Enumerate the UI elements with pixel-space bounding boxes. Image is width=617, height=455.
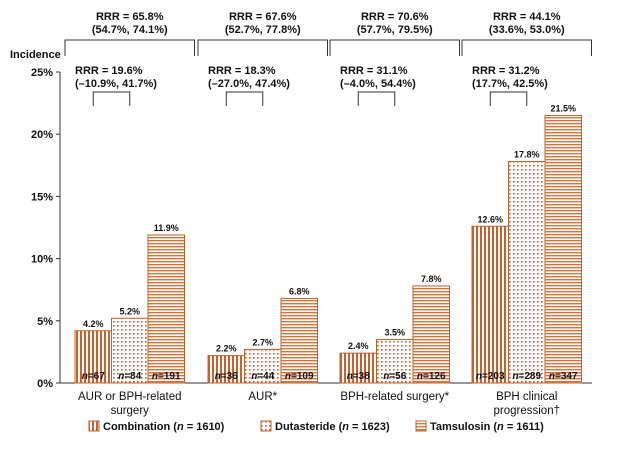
outer-rrr-label: RRR = 70.6% <box>361 11 429 23</box>
legend-swatch-dutasteride <box>260 420 272 432</box>
legend-label-combination: Combination (n = 1610) <box>103 421 225 433</box>
bar-value-label: 2.4% <box>348 341 369 351</box>
inner-rrr-ci: (–4.0%, 54.4%) <box>340 78 416 90</box>
inner-rrr-label: RRR = 19.6% <box>75 65 143 77</box>
inner-rrr-ci: (–10.9%, 41.7%) <box>75 78 157 90</box>
x-category-label: AUR or BPH-related <box>78 391 182 403</box>
bar-tamsulosin-1 <box>280 297 318 384</box>
bar-value-label: 2.7% <box>252 337 273 347</box>
bar-dutasteride-2 <box>376 338 414 384</box>
bar-n-label: n=347 <box>549 371 578 382</box>
bar-n-label: n=38 <box>347 371 371 382</box>
bar-n-label: n=203 <box>476 371 505 382</box>
bar-n-label: n=126 <box>417 371 446 382</box>
bar-n-label: n=191 <box>152 371 181 382</box>
y-tick-label: 15% <box>31 191 53 203</box>
outer-rrr-ci: (52.7%, 77.8%) <box>225 24 301 36</box>
bar-n-label: n=109 <box>285 371 314 382</box>
rrr-brackets: RRR = 65.8%(54.7%, 74.1%) RRR = 19.6%(–10… <box>64 11 592 106</box>
outer-rrr-ci: (33.6%, 53.0%) <box>489 24 565 36</box>
outer-rrr-label: RRR = 65.8% <box>96 11 164 23</box>
inner-rrr-bracket <box>357 91 396 106</box>
outer-rrr-ci: (57.7%, 79.5%) <box>357 24 433 36</box>
x-category-label: AUR* <box>248 391 277 403</box>
inner-rrr-bracket <box>92 91 131 106</box>
bar-value-label: 5.2% <box>119 306 140 316</box>
bar-n-label: n=44 <box>251 371 275 382</box>
outer-rrr-label: RRR = 67.6% <box>229 11 297 23</box>
bar-n-label: n=289 <box>512 371 541 382</box>
outer-rrr-bracket <box>329 39 460 56</box>
legend-swatch-combination <box>88 420 100 432</box>
inner-rrr-label: RRR = 31.1% <box>340 65 408 77</box>
bar-value-label: 11.9% <box>154 223 179 233</box>
outer-rrr-bracket <box>461 39 592 56</box>
y-tick-label: 5% <box>37 316 53 328</box>
bar-value-label: 17.8% <box>514 150 540 160</box>
bar-value-label: 12.6% <box>477 214 503 224</box>
outer-rrr-label: RRR = 44.1% <box>493 11 561 23</box>
bar-combination-1 <box>207 355 245 384</box>
x-category-label: surgery <box>111 405 150 417</box>
x-category-label: progression† <box>494 405 560 417</box>
bar-dutasteride-1 <box>244 348 282 384</box>
bar-combination-3 <box>471 225 509 384</box>
inner-rrr-bracket <box>489 91 528 106</box>
bar-n-label: n=56 <box>383 371 407 382</box>
outer-rrr-ci: (54.7%, 74.1%) <box>92 24 168 36</box>
bar-value-label: 7.8% <box>421 274 442 284</box>
bar-n-label: n=84 <box>118 371 142 382</box>
x-category-label: BPH-related surgery* <box>340 391 449 403</box>
bar-value-label: 3.5% <box>384 327 405 337</box>
bar-n-label: n=67 <box>82 371 106 382</box>
bar-dutasteride-3 <box>508 161 546 384</box>
bar-tamsulosin-0 <box>147 234 185 384</box>
inner-rrr-ci: (17.7%, 42.5%) <box>472 78 548 90</box>
inner-rrr-ci: (–27.0%, 47.4%) <box>208 78 290 90</box>
bar-value-label: 4.2% <box>83 319 104 329</box>
bar-n-label: n=36 <box>215 371 239 382</box>
legend-swatch-tamsulosin <box>415 420 427 432</box>
x-category-label: BPH clinical <box>496 391 557 403</box>
labels: 4.2% n=67 5.2% n=84 11.9% n=191 AUR or BPH-rel… <box>78 104 578 417</box>
legend: Combination (n = 1610) Dutasteride (n = 1… <box>88 420 544 433</box>
y-tick-label: 0% <box>37 378 53 390</box>
inner-rrr-label: RRR = 31.2% <box>472 65 540 77</box>
legend-label-tamsulosin: Tamsulosin (n = 1611) <box>430 421 544 433</box>
y-axis-title: Incidence <box>10 49 61 61</box>
legend-label-dutasteride: Dutasteride (n = 1623) <box>275 421 390 433</box>
outer-rrr-bracket <box>197 39 328 56</box>
inner-rrr-label: RRR = 18.3% <box>208 65 276 77</box>
bar-dutasteride-0 <box>111 317 149 384</box>
bar-value-label: 2.2% <box>216 344 237 354</box>
bar-tamsulosin-2 <box>412 285 450 384</box>
y-tick-label: 10% <box>31 254 53 266</box>
bar-value-label: 6.8% <box>289 286 310 296</box>
y-tick-label: 20% <box>31 129 53 141</box>
bars <box>74 115 582 384</box>
y-tick-label: 25% <box>31 67 53 79</box>
outer-rrr-bracket <box>64 39 195 56</box>
bar-value-label: 21.5% <box>550 104 576 114</box>
bar-tamsulosin-3 <box>544 115 582 384</box>
inner-rrr-bracket <box>225 91 264 106</box>
